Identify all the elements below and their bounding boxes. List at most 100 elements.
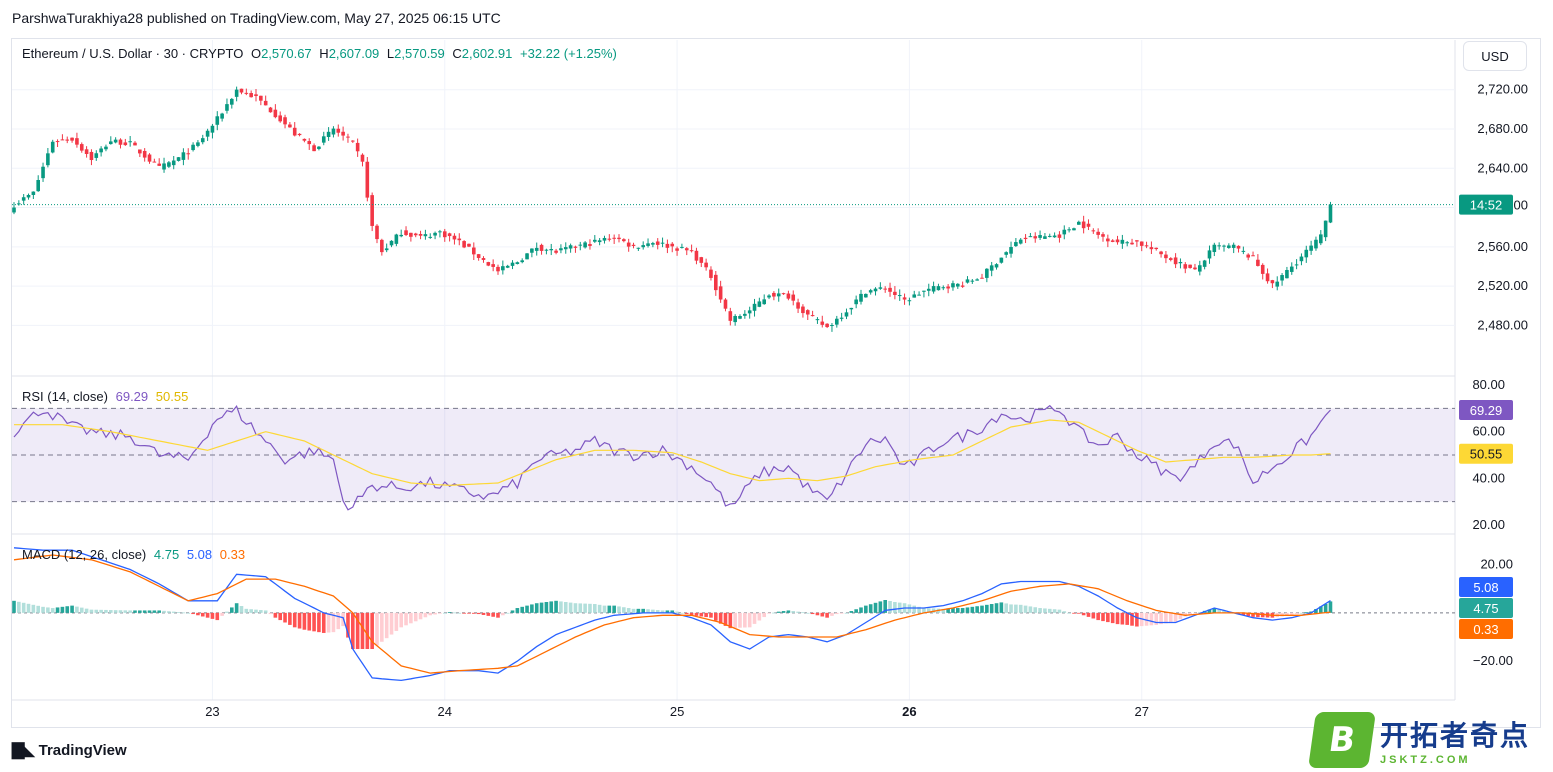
tradingview-logo[interactable]: ▇◣ TradingView [12,740,127,760]
macd-hist-bar [1164,612,1168,624]
macd-hist-bar [491,612,495,617]
macd-hist-bar [70,605,74,613]
candle-body [709,269,713,278]
candle-body [931,286,936,292]
macd-hist-bar [181,612,186,614]
candle-body [428,236,433,238]
macd-hist-bar [234,603,239,613]
macd-hist-bar [312,612,316,632]
candle-body [989,265,994,271]
macd-hist-bar [413,612,418,622]
macd-hist-bar [573,603,578,613]
macd-hist-bar [380,612,384,642]
macd-hist-bar [723,612,728,626]
macd-hist-bar [651,609,655,613]
candle-body [1212,244,1217,253]
macd-hist-bar [486,612,491,616]
candle-body [31,191,36,195]
candle-body [728,311,733,321]
candle-body [462,241,466,248]
rsi-tick: 40.00 [1472,470,1505,485]
macd-hist-bar [389,612,394,635]
candle-body [999,257,1004,263]
macd-hist-bar [244,608,249,613]
macd-hist-bar [1004,603,1008,613]
macd-hist-bar [1144,612,1149,626]
candle-body [1217,245,1221,247]
macd-hist-bar [515,608,520,613]
macd-hist-bar [109,610,113,613]
macd-hist-bar [355,612,360,650]
candle-body [975,279,979,281]
macd-badge-text: 5.08 [1473,580,1498,595]
candle-body [1285,270,1289,279]
price-badge [1459,194,1513,215]
candle-body [1236,245,1241,249]
candle-body [796,302,800,309]
macd-hist-bar [694,612,699,616]
candle-body [665,243,670,248]
candle-body [171,160,176,166]
candle-body [1188,264,1192,268]
candle-body [1231,244,1236,248]
candle-body [873,288,878,292]
candle-body [1004,252,1008,255]
macd-hist-bar [864,605,868,613]
candle-body [544,249,549,251]
candle-body [447,233,452,237]
candle-body [278,115,282,122]
candle-body [670,243,675,247]
candle-body [1120,239,1125,244]
candle-body [452,235,457,240]
candle-body [888,287,892,292]
macd-tick: −20.00 [1473,653,1513,668]
candle-body [549,249,554,251]
candle-body [578,244,583,246]
rsi-tick: 20.00 [1472,517,1505,532]
macd-hist-bar [1028,606,1033,613]
candle-body [1028,236,1033,238]
macd-hist-bar [989,604,994,613]
candle-body [985,268,989,278]
candle-body [515,262,520,265]
candle-body [825,323,829,328]
macd-hist-bar [728,612,733,629]
rsi-ma-value: 50.55 [155,389,189,404]
candle-body [994,264,999,268]
candle-body [922,290,926,292]
macd-hist-bar [684,612,689,615]
candle-body [1057,234,1062,238]
macd-hist-bar [171,611,176,613]
candle-body [50,141,55,153]
macd-hist-bar [805,612,810,614]
currency-button[interactable]: USD [1463,41,1527,71]
macd-hist-bar [544,602,549,613]
macd-hist-bar [670,610,675,613]
macd-hist-bar [878,601,883,613]
macd-hist-bar [1038,608,1042,613]
macd-hist-bar [1149,612,1154,626]
candle-body [355,142,360,152]
macd-hist-bar [612,605,616,613]
macd-hist-bar [917,606,921,613]
macd-hist-bar [883,600,887,613]
candle-body [1265,273,1270,282]
candle-body [714,274,718,291]
macd-hist-bar [210,612,215,619]
macd-hist-bar [1057,609,1062,613]
macd-hist-bar [1009,604,1013,613]
macd-hist-bar [423,612,428,618]
low-label: L2,570.59 [386,46,445,61]
candle-body [738,316,742,319]
candle-body [423,234,428,237]
macd-hist-bar [17,601,21,613]
macd-hist-bar [680,612,684,614]
candle-body [118,139,123,145]
macd-hist-bar [1294,612,1299,615]
macd-hist-bar [849,611,854,613]
macd-hist-bar [752,612,757,624]
macd-hist-bar [1217,609,1221,613]
candle-body [520,260,524,263]
signal-value: 0.33 [219,547,246,562]
